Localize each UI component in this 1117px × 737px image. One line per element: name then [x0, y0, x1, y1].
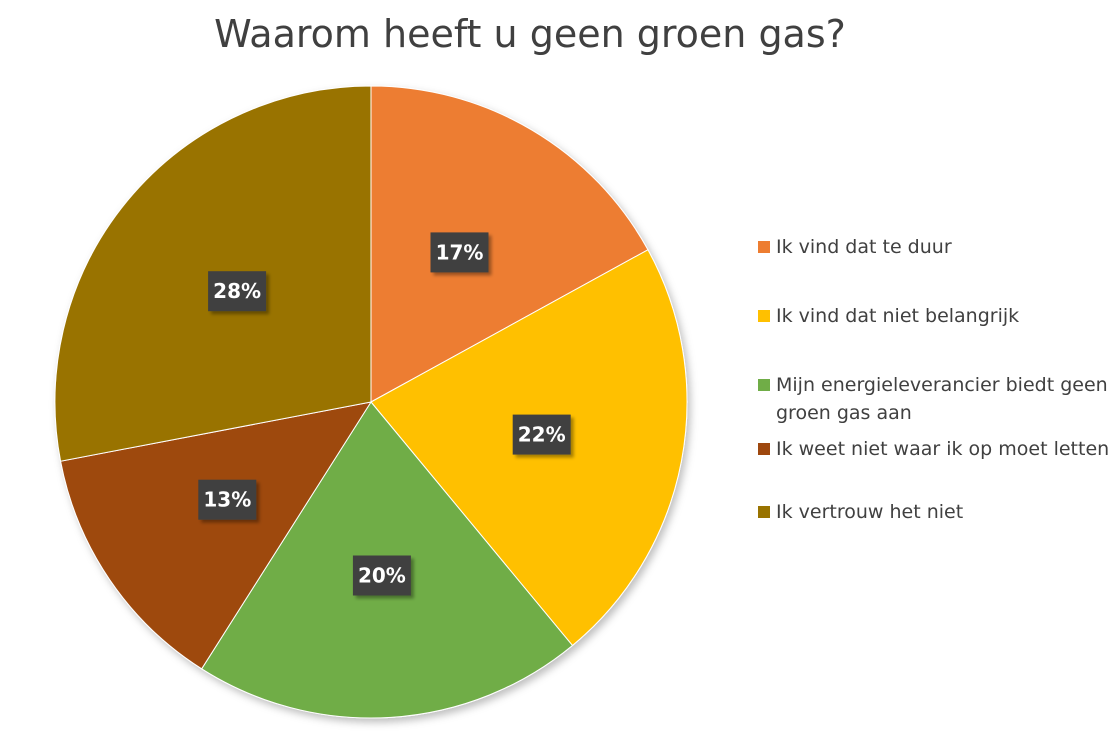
- data-label-box: [198, 479, 257, 520]
- legend-swatch: [758, 506, 770, 518]
- legend-label: Ik vind dat te duur: [776, 236, 952, 258]
- legend-label: Ik vind dat niet belangrijk: [776, 305, 1020, 327]
- data-label-box: [430, 232, 489, 273]
- data-label-ik-vind-dat-te-duur: 17%: [430, 232, 489, 273]
- data-label-box: [208, 271, 267, 312]
- pie-slice-ik-vind-dat-te-duur: [370, 85, 649, 403]
- legend-label: Mijn energieleverancier biedt geen: [776, 374, 1108, 396]
- legend-item-ik-weet-niet-waar-ik-op-moet-letten: Ik weet niet waar ik op moet letten: [758, 435, 1117, 463]
- legend-label: groen gas aan: [776, 402, 912, 424]
- data-label-text: 17%: [436, 240, 484, 264]
- data-label-box: [512, 414, 571, 455]
- legend-swatch: [758, 241, 770, 253]
- pie-slice-ik-weet-niet-waar-ik-op-moet-letten: [60, 401, 373, 670]
- legend-swatch: [758, 310, 770, 322]
- pie-slices: [54, 85, 688, 719]
- data-label-text: 22%: [518, 423, 566, 447]
- legend-item-mijn-energieleverancier-biedt-geen-groen-gas-aan: Mijn energieleverancier biedt geen groen …: [758, 371, 1117, 427]
- data-label-box: [352, 555, 411, 596]
- legend-swatch: [758, 379, 770, 391]
- chart-title: Waarom heeft u geen groen gas?: [214, 12, 846, 56]
- data-label-text: 13%: [203, 488, 251, 512]
- data-label-ik-vind-dat-niet-belangrijk: 22%: [512, 414, 571, 455]
- legend-label: Ik weet niet waar ik op moet letten: [776, 438, 1110, 460]
- data-label-ik-vertrouw-het-niet: 28%: [208, 271, 267, 312]
- data-label-ik-weet-niet-waar-ik-op-moet-letten: 13%: [198, 479, 257, 520]
- data-label-mijn-energieleverancier-biedt-geen-groen-gas-aan: 20%: [352, 555, 411, 596]
- legend-item-ik-vind-dat-te-duur: Ik vind dat te duur: [758, 233, 1117, 261]
- legend-item-ik-vind-dat-niet-belangrijk: Ik vind dat niet belangrijk: [758, 302, 1117, 330]
- legend-label: Ik vertrouw het niet: [776, 501, 964, 523]
- pie-data-labels: 17% 22% 20% 13% 28%: [198, 232, 571, 596]
- legend-swatch: [758, 443, 770, 455]
- data-label-text: 28%: [213, 279, 261, 303]
- legend-item-ik-vertrouw-het-niet: Ik vertrouw het niet: [758, 498, 1117, 526]
- legend: Ik vind dat te duur Ik vind dat niet bela…: [758, 233, 1117, 567]
- data-label-text: 20%: [358, 564, 406, 588]
